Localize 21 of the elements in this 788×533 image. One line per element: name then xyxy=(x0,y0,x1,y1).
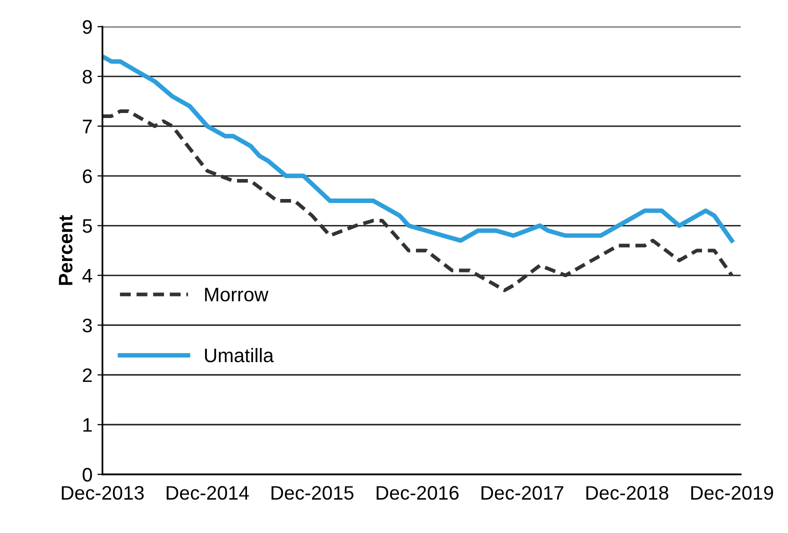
legend-label: Morrow xyxy=(205,288,268,302)
x-tick-label: Dec-2015 xyxy=(272,486,354,500)
x-tick-label: Dec-2013 xyxy=(62,486,144,500)
y-tick-label: 5 xyxy=(82,219,92,233)
y-tick-label: 9 xyxy=(82,20,92,34)
y-tick-label: 3 xyxy=(82,318,92,332)
y-tick-label: 0 xyxy=(82,468,92,482)
x-tick-label: Dec-2017 xyxy=(482,486,564,500)
legend-label: Umatilla xyxy=(205,348,274,362)
y-tick-label: 6 xyxy=(82,169,92,184)
x-tick-label: Dec-2019 xyxy=(691,486,774,500)
line-series xyxy=(102,54,734,243)
y-tick-label: 8 xyxy=(82,70,92,84)
y-axis-title: Percent xyxy=(58,215,73,285)
x-tick-label: Dec-2016 xyxy=(376,486,459,500)
y-tick-label: 4 xyxy=(82,269,92,282)
x-tick-label: Dec-2014 xyxy=(166,486,249,500)
y-tick-label: 7 xyxy=(82,120,92,134)
x-tick-label: Dec-2018 xyxy=(586,486,668,500)
y-tick-label: 1 xyxy=(83,418,92,432)
y-tick-label: 2 xyxy=(82,368,92,382)
